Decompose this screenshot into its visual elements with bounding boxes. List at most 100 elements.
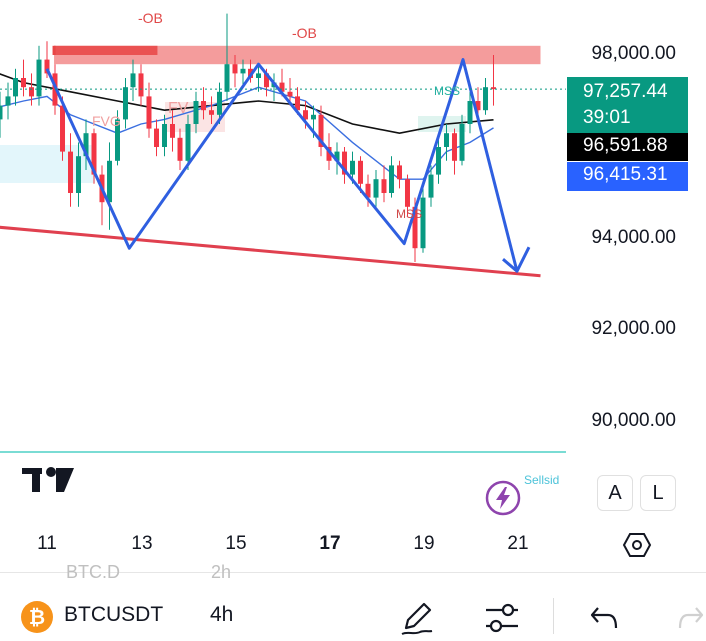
- candle: [0, 105, 3, 120]
- candle: [279, 82, 285, 92]
- candle: [28, 87, 34, 97]
- tradingview-logo: [22, 467, 74, 492]
- ghost-symbol: BTC.D: [66, 562, 120, 582]
- undo-icon[interactable]: [588, 602, 622, 632]
- candle: [5, 96, 11, 106]
- candle: [295, 96, 301, 111]
- bar-countdown: 39:01: [583, 107, 631, 128]
- zigzag-projection: [45, 58, 519, 272]
- candle: [83, 133, 89, 157]
- candle: [459, 124, 465, 161]
- candle: [310, 114, 316, 120]
- support-trendline: [0, 225, 541, 278]
- indicator-settings-icon[interactable]: [482, 600, 522, 636]
- candle: [475, 101, 481, 111]
- candle: [467, 101, 473, 124]
- candle: [201, 101, 207, 111]
- fvg-label-left: FVG: [92, 113, 121, 129]
- ghost-interval: 2h: [211, 562, 232, 582]
- candle: [444, 133, 449, 147]
- candle: [342, 151, 348, 175]
- candle: [185, 124, 191, 161]
- mss-label-bottom: MSS: [396, 207, 423, 221]
- x-tick-19: 19: [413, 533, 435, 554]
- lightning-icon[interactable]: [484, 479, 522, 517]
- candle: [44, 59, 50, 74]
- x-tick-15: 15: [225, 533, 247, 554]
- candle: [357, 160, 363, 184]
- candle: [389, 165, 395, 193]
- candle: [287, 91, 293, 97]
- candle: [75, 156, 81, 193]
- last-price-tag[interactable]: 97,257.44 39:01: [567, 77, 688, 133]
- candle: [68, 151, 73, 193]
- candle: [334, 151, 340, 161]
- ob-label-left: -OB: [138, 10, 163, 26]
- ma-black-tag: 96,591.88: [567, 133, 688, 161]
- toolbar-divider: [553, 598, 554, 634]
- ob-label-right: -OB: [292, 25, 317, 41]
- auto-scale-button[interactable]: A: [597, 475, 633, 511]
- candle: [381, 179, 387, 193]
- x-tick-17: 17: [319, 533, 341, 554]
- candle: [436, 147, 442, 175]
- y-tick-92000: 92,000.00: [591, 318, 676, 339]
- candle: [122, 87, 128, 120]
- candle: [36, 59, 42, 97]
- candle: [115, 119, 120, 161]
- candle: [326, 147, 332, 161]
- ma-blue-value: 96,415.31: [583, 164, 668, 185]
- candle: [232, 64, 238, 74]
- symbol-name[interactable]: BTCUSDT: [64, 603, 164, 626]
- candle: [420, 197, 426, 249]
- candle: [397, 165, 402, 180]
- pencil-icon[interactable]: [398, 598, 438, 638]
- candle: [13, 78, 19, 97]
- candle: [130, 73, 136, 88]
- candle: [21, 78, 26, 88]
- fvg-label-mid: FV: [168, 100, 189, 117]
- candle: [318, 114, 324, 147]
- candle: [91, 133, 97, 175]
- candle: [169, 124, 175, 138]
- ma-blue-tag: 96,415.31: [567, 162, 688, 191]
- candle: [107, 160, 113, 203]
- price-chart[interactable]: [0, 0, 706, 560]
- projection-arrowhead: [502, 246, 531, 273]
- y-tick-98000: 98,000.00: [591, 43, 676, 64]
- x-tick-21: 21: [507, 533, 529, 554]
- candle: [146, 96, 152, 129]
- x-tick-13: 13: [131, 533, 153, 554]
- svg-text:₿: ₿: [29, 607, 45, 629]
- log-scale-button[interactable]: L: [640, 475, 676, 511]
- candle: [138, 73, 144, 97]
- candle: [303, 110, 308, 120]
- candle: [483, 87, 489, 111]
- interval-selector[interactable]: 4h: [210, 603, 234, 626]
- candle: [177, 137, 183, 161]
- last-price-value: 97,257.44: [583, 81, 668, 102]
- redo-icon[interactable]: [678, 602, 706, 632]
- candle: [224, 64, 230, 92]
- x-tick-11: 11: [37, 533, 57, 554]
- candle: [451, 133, 457, 161]
- order-block-zone-right: [54, 45, 541, 65]
- y-tick-90000: 90,000.00: [591, 410, 676, 431]
- settings-hexagon-icon[interactable]: [622, 531, 652, 559]
- candle: [491, 87, 496, 90]
- bottom-toolbar: [0, 572, 706, 641]
- candle: [412, 206, 418, 249]
- order-block-zone-left: [54, 45, 158, 55]
- candle: [193, 101, 199, 124]
- candle: [404, 179, 410, 207]
- ma-black-line: [0, 73, 494, 135]
- candle: [350, 160, 355, 175]
- candle: [209, 110, 214, 115]
- sellside-badge-text: Sellsid: [524, 473, 560, 487]
- candle: [365, 183, 371, 198]
- candle: [216, 91, 222, 115]
- candle: [263, 73, 269, 88]
- candle: [60, 105, 66, 152]
- y-tick-94000: 94,000.00: [591, 227, 676, 248]
- mss-label-right: MSS: [434, 84, 461, 98]
